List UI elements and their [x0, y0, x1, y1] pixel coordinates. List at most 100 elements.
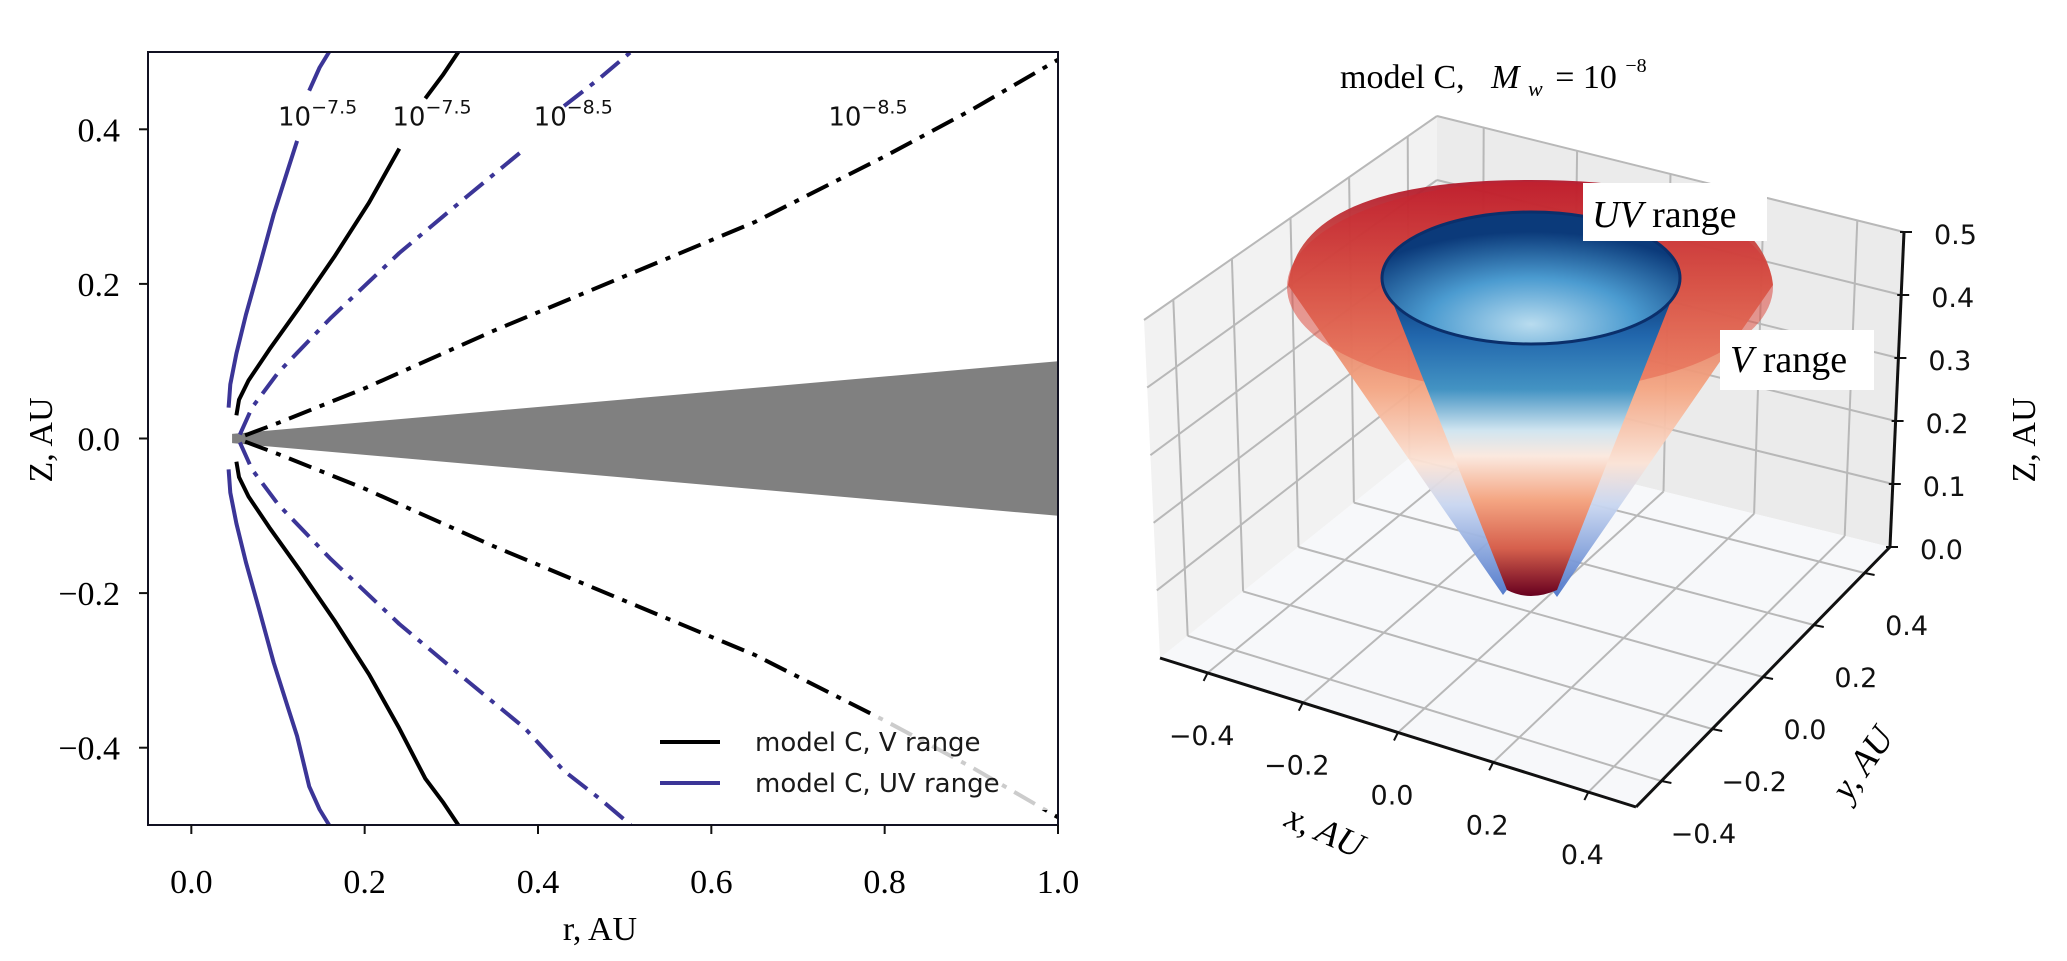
- uv-range-cone-opening: [1380, 210, 1682, 346]
- disk-wedge: [232, 361, 1058, 516]
- y-tick-mark-3d: [1813, 624, 1824, 628]
- series-line-uv-solid-upper: [307, 52, 331, 92]
- legend-box: [645, 715, 1050, 810]
- grid-line: [1436, 115, 1905, 233]
- x-tick-label: 0.6: [690, 864, 733, 901]
- x-tick-mark-3d: [1297, 702, 1304, 712]
- x-tick-label: 0.8: [863, 864, 906, 901]
- title-subscript: w: [1528, 76, 1543, 101]
- series-line-uv-dashdot-upper: [238, 147, 527, 436]
- x-tick-label-3d: 0.2: [1466, 810, 1509, 841]
- grid-line: [1143, 115, 1438, 321]
- x-tick-mark-3d: [1202, 672, 1209, 682]
- legend: model C, V range model C, UV range: [645, 715, 1050, 810]
- z-tick-label-3d: 0.4: [1931, 283, 1974, 314]
- x-tick-label-3d: 0.4: [1561, 840, 1604, 871]
- contour-label-base: 10: [278, 102, 311, 132]
- left-panel: 10−7.5 10−7.5 10−8.5 10−8.5 0.0 0.2 0.4 0.6 0.8…: [23, 51, 1080, 948]
- z-axis-line: [1888, 231, 1906, 548]
- x-tick-label: 0.4: [517, 864, 560, 901]
- x-tick-mark-3d: [1393, 732, 1399, 741]
- y-tick-label: −0.2: [58, 576, 120, 613]
- z-tick-label-3d: 0.3: [1928, 346, 1971, 377]
- grid-line: [1230, 258, 1245, 592]
- v-range-label: V range: [1720, 330, 1874, 390]
- y-tick-label-3d: 0.4: [1885, 611, 1928, 642]
- contour-label-exponent: −8.5: [861, 96, 907, 118]
- y-tick-mark-3d: [1762, 676, 1774, 680]
- y-tick-label-3d: −0.4: [1671, 819, 1737, 850]
- uv-range-label: UV range: [1583, 183, 1767, 241]
- contour-label-exponent: −8.5: [567, 96, 613, 118]
- contour-label: 10−7.5: [392, 96, 471, 132]
- z-axis-label-3d: Z, AU: [2006, 398, 2043, 483]
- y-tick-mark-3d: [1712, 728, 1723, 732]
- contour-label: 10−8.5: [534, 96, 613, 132]
- uv-range-cone: [1380, 210, 1682, 596]
- y-tick-label-3d: 0.2: [1834, 663, 1877, 694]
- title-equals: = 10: [1555, 59, 1617, 96]
- x-tick-label: 0.2: [343, 864, 386, 901]
- uv-range-label-rest: range: [1643, 194, 1737, 236]
- y-tick-mark-3d: [1864, 572, 1875, 576]
- series-line-v-dashdot-upper: [244, 57, 1058, 438]
- x-tick-label: 0.0: [170, 864, 213, 901]
- series-line-v-solid-upper: [423, 52, 460, 100]
- contour-label-base: 10: [828, 102, 861, 132]
- grid-line: [1492, 512, 1755, 764]
- series-line-uv-solid-lower: [226, 469, 331, 825]
- contour-label-base: 10: [534, 102, 567, 132]
- z-tick-label-3d: 0.5: [1934, 220, 1977, 251]
- v-range-label-box: [1720, 330, 1874, 390]
- y-tick-label: −0.4: [58, 731, 120, 768]
- series-line-v-solid-upper: [234, 147, 402, 416]
- v-range-label-text: V range: [1730, 339, 1847, 381]
- x-tick-label: 1.0: [1037, 864, 1080, 901]
- uv-range-label-box: [1583, 183, 1767, 241]
- legend-label-v-range: model C, V range: [755, 728, 981, 758]
- left-x-axis-label: r, AU: [563, 911, 637, 948]
- grid-line: [1298, 546, 1764, 678]
- y-tick-mark-3d: [1661, 780, 1672, 784]
- v-range-label-italic: V: [1730, 339, 1757, 381]
- title-prefix: model C,: [1340, 59, 1465, 96]
- z-tick-label-3d: 0.2: [1926, 409, 1969, 440]
- x-axis-label-3d: x, AU: [1279, 796, 1372, 867]
- legend-label-uv-range: model C, UV range: [755, 769, 1000, 799]
- uv-range-cone-surface: [1383, 278, 1680, 596]
- x-tick-mark-3d: [1488, 761, 1495, 771]
- contour-label-exponent: −7.5: [311, 96, 357, 118]
- y-tick-label: 0.0: [78, 422, 121, 459]
- contour-label-base: 10: [392, 102, 425, 132]
- y-tick-label-3d: 0.0: [1784, 715, 1827, 746]
- y-axis-label-3d: y, AU: [1821, 718, 1902, 810]
- contour-label: 10−8.5: [828, 96, 907, 132]
- y-tick-label-3d: −0.2: [1721, 767, 1787, 798]
- series-line-uv-dashdot-lower: [238, 441, 632, 825]
- grid-line: [1587, 535, 1846, 793]
- grid-line: [1353, 501, 1815, 626]
- left-y-axis-label: Z, AU: [23, 398, 60, 483]
- right-title: model C, M w = 10 −8: [1340, 55, 1647, 104]
- uv-range-label-text: UV range: [1592, 194, 1737, 236]
- uv-range-label-italic: UV: [1592, 194, 1646, 236]
- x-tick-mark-3d: [1583, 791, 1590, 801]
- contour-label-exponent: −7.5: [425, 96, 471, 118]
- title-symbol: M: [1490, 59, 1521, 96]
- right-panel: model C, M w = 10 −8 UV range: [1143, 55, 2043, 871]
- z-tick-label-3d: 0.1: [1923, 472, 1966, 503]
- series-line-uv-solid-upper: [226, 140, 300, 408]
- x-tick-label-3d: 0.0: [1371, 781, 1414, 812]
- contour-label: 10−7.5: [278, 96, 357, 132]
- series-line-uv-dashdot-upper: [562, 52, 632, 108]
- x-tick-label-3d: −0.4: [1169, 721, 1235, 752]
- y-tick-label: 0.2: [78, 267, 121, 304]
- v-range-label-rest: range: [1753, 339, 1847, 381]
- series-line-v-solid-lower: [234, 461, 460, 825]
- y-tick-label: 0.4: [78, 112, 121, 149]
- grid-line: [1172, 299, 1189, 636]
- x-tick-label-3d: −0.2: [1264, 751, 1330, 782]
- title-exponent: −8: [1625, 55, 1646, 77]
- z-tick-label-3d: 0.0: [1920, 535, 1963, 566]
